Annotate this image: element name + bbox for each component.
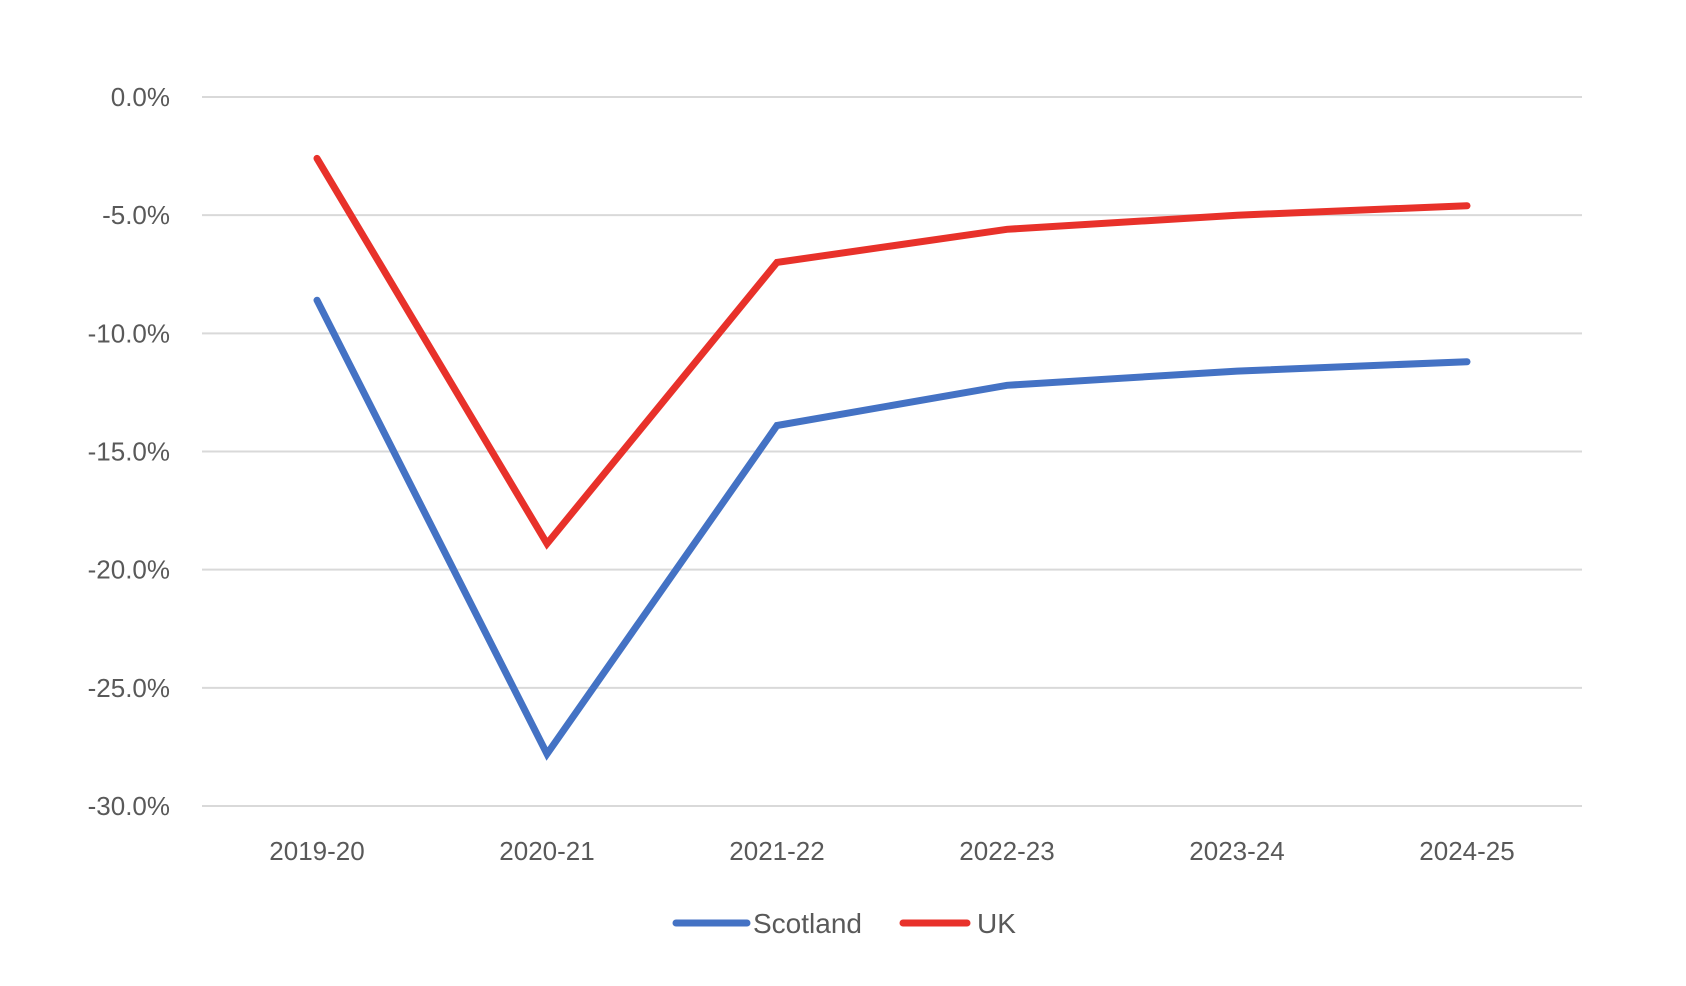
y-tick-label: -30.0% <box>88 791 170 821</box>
x-tick-label: 2020-21 <box>499 836 594 866</box>
y-tick-label: -25.0% <box>88 673 170 703</box>
gridlines <box>202 96 1582 807</box>
series-line-scotland <box>313 296 1471 761</box>
series-line-uk <box>313 154 1471 550</box>
series-lines <box>313 154 1471 761</box>
x-tick-label: 2021-22 <box>729 836 824 866</box>
y-axis-tick-labels: 0.0% -5.0% -10.0% -15.0% -20.0% -25.0% -30.0% <box>88 82 170 821</box>
y-tick-label: -15.0% <box>88 437 170 467</box>
x-tick-label: 2022-23 <box>959 836 1054 866</box>
y-tick-label: 0.0% <box>111 82 170 112</box>
x-tick-label: 2019-20 <box>269 836 364 866</box>
legend-label-uk: UK <box>977 908 1016 939</box>
y-tick-label: -5.0% <box>102 200 170 230</box>
y-tick-label: -20.0% <box>88 555 170 585</box>
y-tick-label: -10.0% <box>88 318 170 348</box>
x-tick-label: 2024-25 <box>1419 836 1514 866</box>
x-tick-label: 2023-24 <box>1189 836 1284 866</box>
legend: Scotland UK <box>672 908 1016 939</box>
legend-label-scotland: Scotland <box>753 908 862 939</box>
x-axis-tick-labels: 2019-20 2020-21 2021-22 2022-23 2023-24 2024-… <box>269 836 1514 866</box>
